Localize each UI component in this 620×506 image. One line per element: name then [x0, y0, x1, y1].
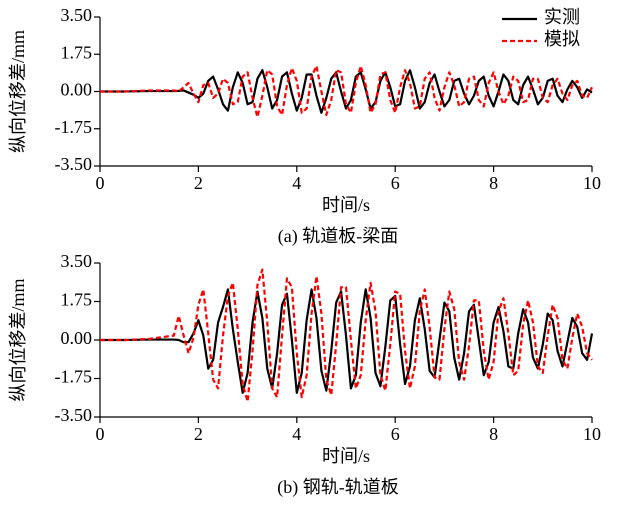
x-tick-label: 8	[489, 173, 498, 193]
x-tick-label: 2	[194, 173, 203, 193]
x-axis-label: 时间/s	[322, 446, 370, 466]
y-tick-label: 1.75	[61, 290, 93, 310]
y-tick-label: -1.75	[55, 367, 93, 387]
legend-label: 模拟	[544, 29, 580, 49]
y-tick-label: 3.50	[61, 251, 93, 271]
x-tick-label: 10	[583, 424, 601, 444]
series-line	[100, 268, 593, 403]
x-tick-label: 4	[292, 424, 301, 444]
y-axis-label: 纵向位移差/mm	[8, 30, 28, 153]
y-tick-label: -3.50	[55, 154, 93, 174]
caption: (a) 轨道板-梁面	[278, 226, 398, 247]
x-tick-label: 6	[391, 424, 400, 444]
caption: (b) 钢轨-轨道板	[277, 477, 398, 498]
series-line	[100, 64, 593, 119]
x-tick-label: 6	[391, 173, 400, 193]
legend-label: 实测	[544, 7, 580, 27]
y-tick-label: 0.00	[61, 328, 93, 348]
x-tick-label: 8	[489, 424, 498, 444]
y-tick-label: -1.75	[55, 117, 93, 137]
y-tick-label: 1.75	[61, 42, 93, 62]
x-tick-label: 0	[96, 424, 105, 444]
x-axis-label: 时间/s	[322, 195, 370, 215]
x-tick-label: 10	[583, 173, 601, 193]
y-tick-label: -3.50	[55, 405, 93, 425]
x-tick-label: 2	[194, 424, 203, 444]
x-tick-label: 4	[292, 173, 301, 193]
series-line	[100, 288, 594, 394]
x-tick-label: 0	[96, 173, 105, 193]
y-axis-label: 纵向位移差/mm	[8, 278, 28, 401]
y-tick-label: 3.50	[61, 5, 93, 25]
y-tick-label: 0.00	[61, 80, 93, 100]
